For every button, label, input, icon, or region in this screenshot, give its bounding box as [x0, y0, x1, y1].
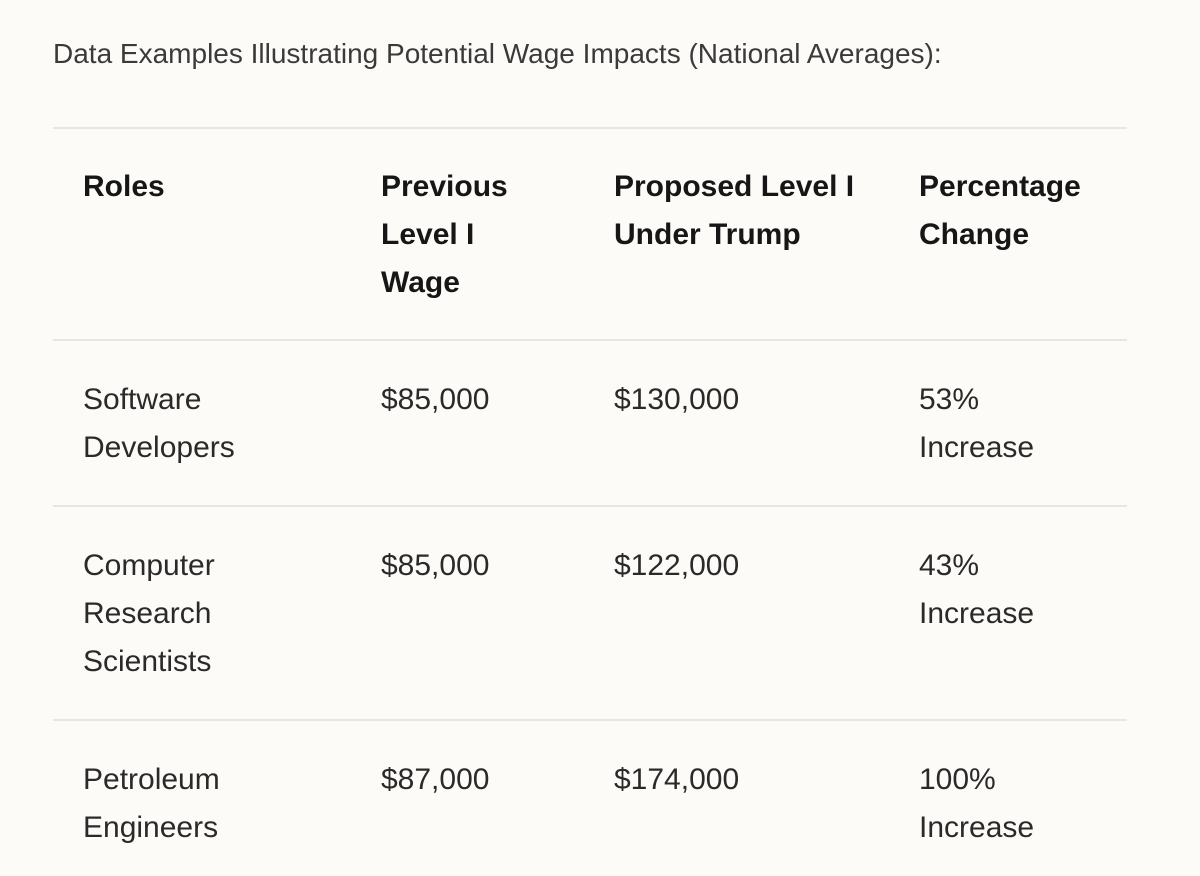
table-row: Petroleum Engineers $87,000 $174,000 100…: [53, 719, 1127, 872]
header-previous-wage-label: Previous Level I Wage: [381, 170, 508, 299]
cell-proposed-wage: $122,000: [584, 505, 889, 720]
header-roles: Roles: [53, 127, 351, 340]
table-header-row: Roles Previous Level I Wage Proposed Lev…: [53, 127, 1127, 340]
percentage-change-value: 43% Increase: [919, 549, 1035, 630]
cell-previous-wage: $85,000: [351, 339, 584, 506]
previous-wage-value: $85,000: [381, 383, 490, 416]
proposed-wage-value: $122,000: [614, 549, 740, 582]
proposed-wage-value: $130,000: [614, 383, 740, 416]
cell-percentage-change: 53% Increase: [889, 339, 1127, 506]
cell-proposed-wage: $130,000: [584, 339, 889, 506]
header-percentage-change: Percentage Change: [889, 127, 1127, 340]
role-label: Computer Research Scientists: [83, 549, 215, 678]
cell-role: Petroleum Engineers: [53, 719, 351, 872]
percentage-change-value: 53% Increase: [919, 383, 1035, 464]
wage-impact-table: Roles Previous Level I Wage Proposed Lev…: [53, 127, 1127, 872]
role-label: Petroleum Engineers: [83, 763, 220, 844]
cell-role: Computer Research Scientists: [53, 505, 351, 720]
proposed-wage-value: $174,000: [614, 763, 740, 796]
header-proposed-wage-label: Proposed Level I Under Trump: [614, 170, 855, 251]
cell-previous-wage: $87,000: [351, 719, 584, 872]
table-row: Software Developers $85,000 $130,000 53%…: [53, 339, 1127, 506]
cell-percentage-change: 100% Increase: [889, 719, 1127, 872]
cell-role: Software Developers: [53, 339, 351, 506]
intro-text: Data Examples Illustrating Potential Wag…: [53, 38, 942, 69]
previous-wage-value: $87,000: [381, 763, 490, 796]
header-previous-wage: Previous Level I Wage: [351, 127, 584, 340]
header-proposed-wage: Proposed Level I Under Trump: [584, 127, 889, 340]
role-label: Software Developers: [83, 383, 235, 464]
previous-wage-value: $85,000: [381, 549, 490, 582]
header-percentage-change-label: Percentage Change: [919, 170, 1081, 251]
percentage-change-value: 100% Increase: [919, 763, 1035, 844]
cell-previous-wage: $85,000: [351, 505, 584, 720]
cell-proposed-wage: $174,000: [584, 719, 889, 872]
table-row: Computer Research Scientists $85,000 $12…: [53, 505, 1127, 720]
cell-percentage-change: 43% Increase: [889, 505, 1127, 720]
header-roles-label: Roles: [83, 170, 165, 203]
